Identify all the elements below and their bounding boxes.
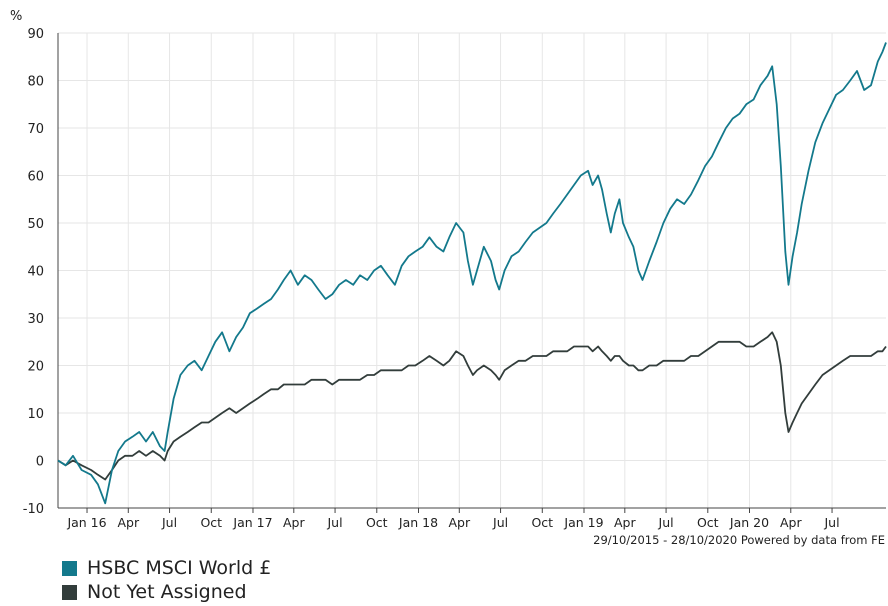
x-tick-label: Jul (327, 515, 343, 530)
x-tick-label: Apr (780, 515, 802, 530)
x-tick-label: Jul (492, 515, 508, 530)
y-tick-label: 90 (27, 27, 44, 42)
y-tick-label: 40 (27, 265, 44, 280)
x-tick-label: Jul (658, 515, 674, 530)
x-tick-label: Jul (161, 515, 177, 530)
y-tick-label: 20 (27, 360, 44, 375)
y-axis-label: % (10, 9, 22, 24)
x-tick-label: Jan 16 (66, 515, 106, 530)
y-tick-label: 70 (27, 122, 44, 137)
y-axis: -10 0 10 20 30 40 50 60 70 80 90 (23, 27, 59, 517)
x-tick-label: Jan 20 (729, 515, 769, 530)
x-tick-label: Oct (531, 515, 553, 530)
x-axis: Jan 16 Apr Jul Oct Jan 17 Apr Jul Oct Jan 18 Apr J… (58, 507, 886, 530)
legend-item-hsbc: HSBC MSCI World £ (62, 556, 271, 580)
x-tick-label: Jan 18 (398, 515, 438, 530)
legend-label: Not Yet Assigned (87, 581, 247, 603)
x-tick-label: Apr (283, 515, 305, 530)
x-tick-label: Oct (366, 515, 388, 530)
legend-label: HSBC MSCI World £ (87, 557, 272, 579)
series-lines (57, 42, 887, 505)
legend-item-not-yet-assigned: Not Yet Assigned (62, 580, 271, 604)
x-tick-label: Oct (697, 515, 719, 530)
series-line-1 (57, 331, 887, 481)
y-tick-label: 10 (27, 407, 44, 422)
y-tick-label: 30 (27, 312, 44, 327)
x-tick-label: Apr (614, 515, 636, 530)
grid (58, 32, 886, 509)
series-line-0 (57, 42, 887, 505)
x-tick-label: Oct (200, 515, 222, 530)
y-tick-label: 80 (27, 75, 44, 90)
x-tick-label: Jan 17 (232, 515, 272, 530)
legend-swatch (62, 584, 77, 600)
y-tick-label: 0 (36, 455, 44, 470)
y-tick-label: 50 (27, 217, 44, 232)
y-tick-label: 60 (27, 170, 44, 185)
x-tick-label: Apr (117, 515, 139, 530)
y-tick-label: -10 (23, 502, 44, 517)
x-tick-label: Jul (823, 515, 839, 530)
source-footer: 29/10/2015 - 28/10/2020 Powered by data … (593, 533, 885, 547)
x-tick-label: Jan 19 (563, 515, 603, 530)
legend: HSBC MSCI World £ Not Yet Assigned (62, 556, 271, 604)
x-tick-label: Apr (448, 515, 470, 530)
legend-swatch (62, 560, 77, 576)
